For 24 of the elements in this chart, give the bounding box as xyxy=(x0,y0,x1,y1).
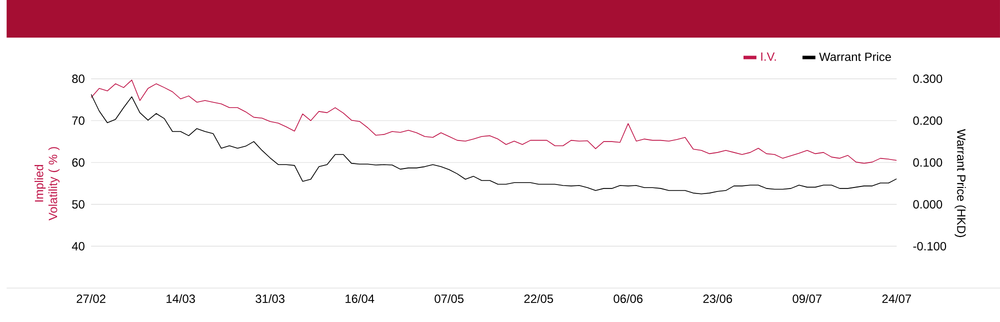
y-tick-label: 70 xyxy=(72,116,84,125)
x-tick-label: 31/03 xyxy=(256,294,284,304)
y-tick-label: 60 xyxy=(72,158,84,167)
x-tick-label: 06/06 xyxy=(614,294,643,304)
x-tick-label: 14/03 xyxy=(166,294,195,304)
legend-label: Warrant Price xyxy=(819,52,891,62)
x-tick-label: 23/06 xyxy=(703,294,732,304)
y2-tick-label: 0.300 xyxy=(913,74,942,84)
x-tick-label: 16/04 xyxy=(346,294,374,304)
x-tick-label: 09/07 xyxy=(792,294,822,304)
x-tick-label: 24/07 xyxy=(882,294,911,304)
legend-label: I.V. xyxy=(761,52,776,61)
y2-tick-label: 0.200 xyxy=(913,116,942,125)
y-tick-label: 50 xyxy=(72,200,84,209)
y-tick-label: 40 xyxy=(72,242,84,251)
y2-tick-label: 0.100 xyxy=(913,158,942,167)
y2-tick-label: -0.100 xyxy=(913,242,946,251)
y2-tick-label: 0.000 xyxy=(913,200,942,209)
x-tick-label: 27/02 xyxy=(76,294,106,304)
x-tick-label: 07/05 xyxy=(434,294,464,304)
y2-axis-title: Warrant Price (HKD) xyxy=(954,129,966,238)
x-tick-label: 22/05 xyxy=(524,294,554,304)
y-tick-label: 80 xyxy=(72,74,84,84)
y-axis-title: Implied Volatility ( % ) xyxy=(34,147,60,221)
